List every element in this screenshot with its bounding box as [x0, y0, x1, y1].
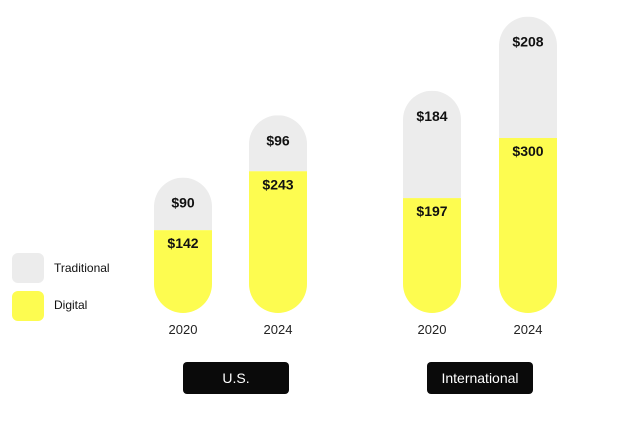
- bar-group-3: [499, 16, 557, 313]
- data-label-traditional: $90: [171, 195, 195, 211]
- legend-label-traditional: Traditional: [54, 261, 110, 275]
- group-label-international: International: [427, 362, 533, 394]
- bar-group-0: [154, 177, 212, 313]
- bar-group-2: [403, 90, 461, 313]
- bar-group-1: [249, 115, 307, 313]
- bar-traditional: [499, 16, 557, 139]
- tick-label-year: 2020: [169, 322, 198, 337]
- bar-digital: [499, 138, 557, 313]
- bar-traditional: [403, 90, 461, 199]
- tick-label-year: 2024: [264, 322, 293, 337]
- bar-traditional: [249, 115, 307, 172]
- legend-label-digital: Digital: [54, 298, 88, 312]
- bar-traditional: [154, 177, 212, 231]
- data-label-digital: $142: [167, 235, 198, 251]
- data-label-traditional: $96: [266, 132, 290, 148]
- bar-digital: [403, 198, 461, 313]
- tick-label-year: 2024: [514, 322, 543, 337]
- tick-label-year: 2020: [418, 322, 447, 337]
- data-label-traditional: $184: [416, 108, 447, 124]
- data-label-digital: $243: [262, 176, 293, 192]
- data-label-traditional: $208: [512, 34, 543, 50]
- data-label-digital: $197: [416, 203, 447, 219]
- group-label-us: U.S.: [183, 362, 289, 394]
- bar-digital: [249, 171, 307, 313]
- legend-swatch-digital: [12, 291, 44, 321]
- legend-swatch-traditional: [12, 253, 44, 283]
- bar-digital: [154, 230, 212, 313]
- data-label-digital: $300: [512, 143, 543, 159]
